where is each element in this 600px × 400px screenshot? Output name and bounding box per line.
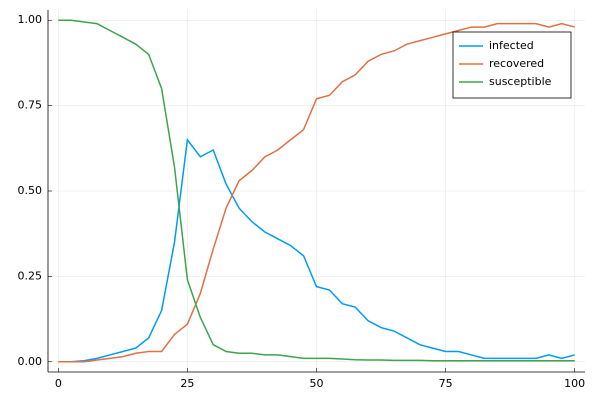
x-tick-label: 25 <box>180 377 194 390</box>
x-tick-label: 100 <box>564 377 585 390</box>
legend-label: susceptible <box>489 75 552 88</box>
y-tick-label: 0.50 <box>18 184 43 197</box>
x-tick-label: 50 <box>310 377 324 390</box>
legend-label: infected <box>489 39 534 52</box>
x-tick-label: 75 <box>439 377 453 390</box>
x-tick-label: 0 <box>55 377 62 390</box>
y-tick-label: 0.75 <box>18 99 43 112</box>
line-series <box>58 19 575 362</box>
legend-box <box>452 31 572 99</box>
y-tick-label: 0.25 <box>18 269 43 282</box>
y-tick-label: 1.00 <box>18 13 43 26</box>
y-tick-label: 0.00 <box>18 355 43 368</box>
line-series <box>58 22 575 363</box>
legend-label: recovered <box>489 57 544 70</box>
line-series <box>58 137 575 363</box>
